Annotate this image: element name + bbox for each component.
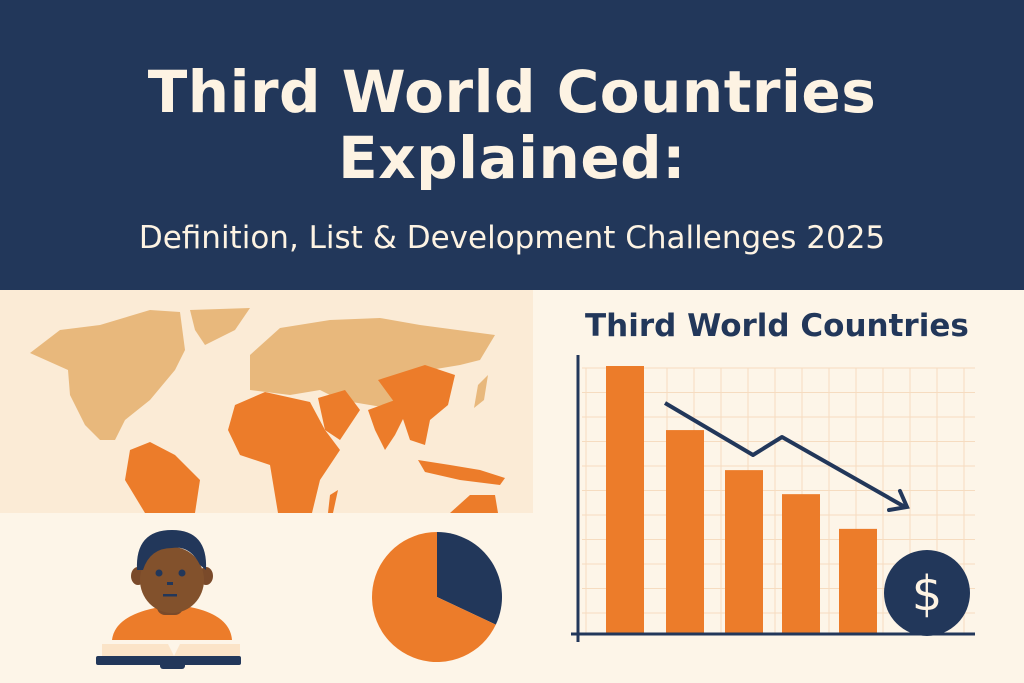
chart-title: Third World Countries <box>585 308 969 344</box>
china-se-asia <box>378 365 455 445</box>
bar <box>725 470 763 633</box>
bar <box>839 528 877 633</box>
world-map <box>0 290 533 513</box>
page-title-line1: Third World Countries <box>147 58 877 126</box>
south-america <box>125 442 200 513</box>
madagascar <box>328 490 338 513</box>
bar <box>782 494 820 633</box>
page-subtitle: Definition, List & Development Challenge… <box>138 220 886 256</box>
europe-russia <box>250 318 495 410</box>
page-title-line2: Explained: <box>338 124 686 192</box>
japan <box>474 375 488 408</box>
pie-slice <box>437 532 502 625</box>
header-banner: Third World Countries Explained: Definit… <box>0 0 1024 290</box>
arrowhead-icon <box>887 489 910 512</box>
greenland <box>190 308 250 345</box>
developing-regions <box>125 365 505 513</box>
africa <box>228 392 340 513</box>
developed-regions <box>30 308 495 440</box>
pie-slice <box>372 532 496 662</box>
dollar-coin-icon <box>884 550 970 636</box>
bar <box>666 430 704 633</box>
indonesia <box>418 460 505 485</box>
india <box>368 400 405 450</box>
downward-trend-arrow-icon <box>663 401 906 509</box>
pie-chart <box>372 532 502 662</box>
bar-chart: $ <box>571 355 975 642</box>
bar <box>606 366 644 633</box>
north-america <box>30 310 185 440</box>
australia-edge <box>450 495 498 513</box>
middle-east <box>318 390 360 440</box>
student-reading-icon <box>96 530 241 669</box>
dollar-sign-icon: $ <box>912 566 943 622</box>
